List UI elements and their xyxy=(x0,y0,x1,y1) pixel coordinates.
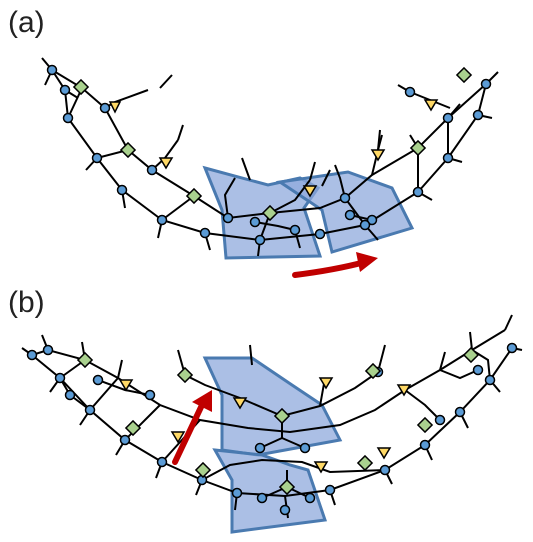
diamond-nodes-a xyxy=(72,66,473,222)
diamond-nodes-b xyxy=(76,346,480,496)
shift-arrowhead-b xyxy=(192,390,212,412)
circle-nodes-a xyxy=(46,64,492,246)
highlight-region-b-top xyxy=(202,356,343,457)
triangle-nodes-b xyxy=(118,377,412,474)
shift-arrow-a xyxy=(292,259,368,278)
panel-b: (b) xyxy=(8,286,523,534)
highlight-region-b-bottom xyxy=(212,448,328,534)
panel-a: (a) xyxy=(8,6,499,278)
shift-arrow-b xyxy=(172,402,205,465)
panel-a-label: (a) xyxy=(8,6,45,39)
shift-arrowhead-a xyxy=(356,252,378,272)
panel-b-label: (b) xyxy=(8,286,45,319)
triangle-nodes-a xyxy=(108,99,439,198)
